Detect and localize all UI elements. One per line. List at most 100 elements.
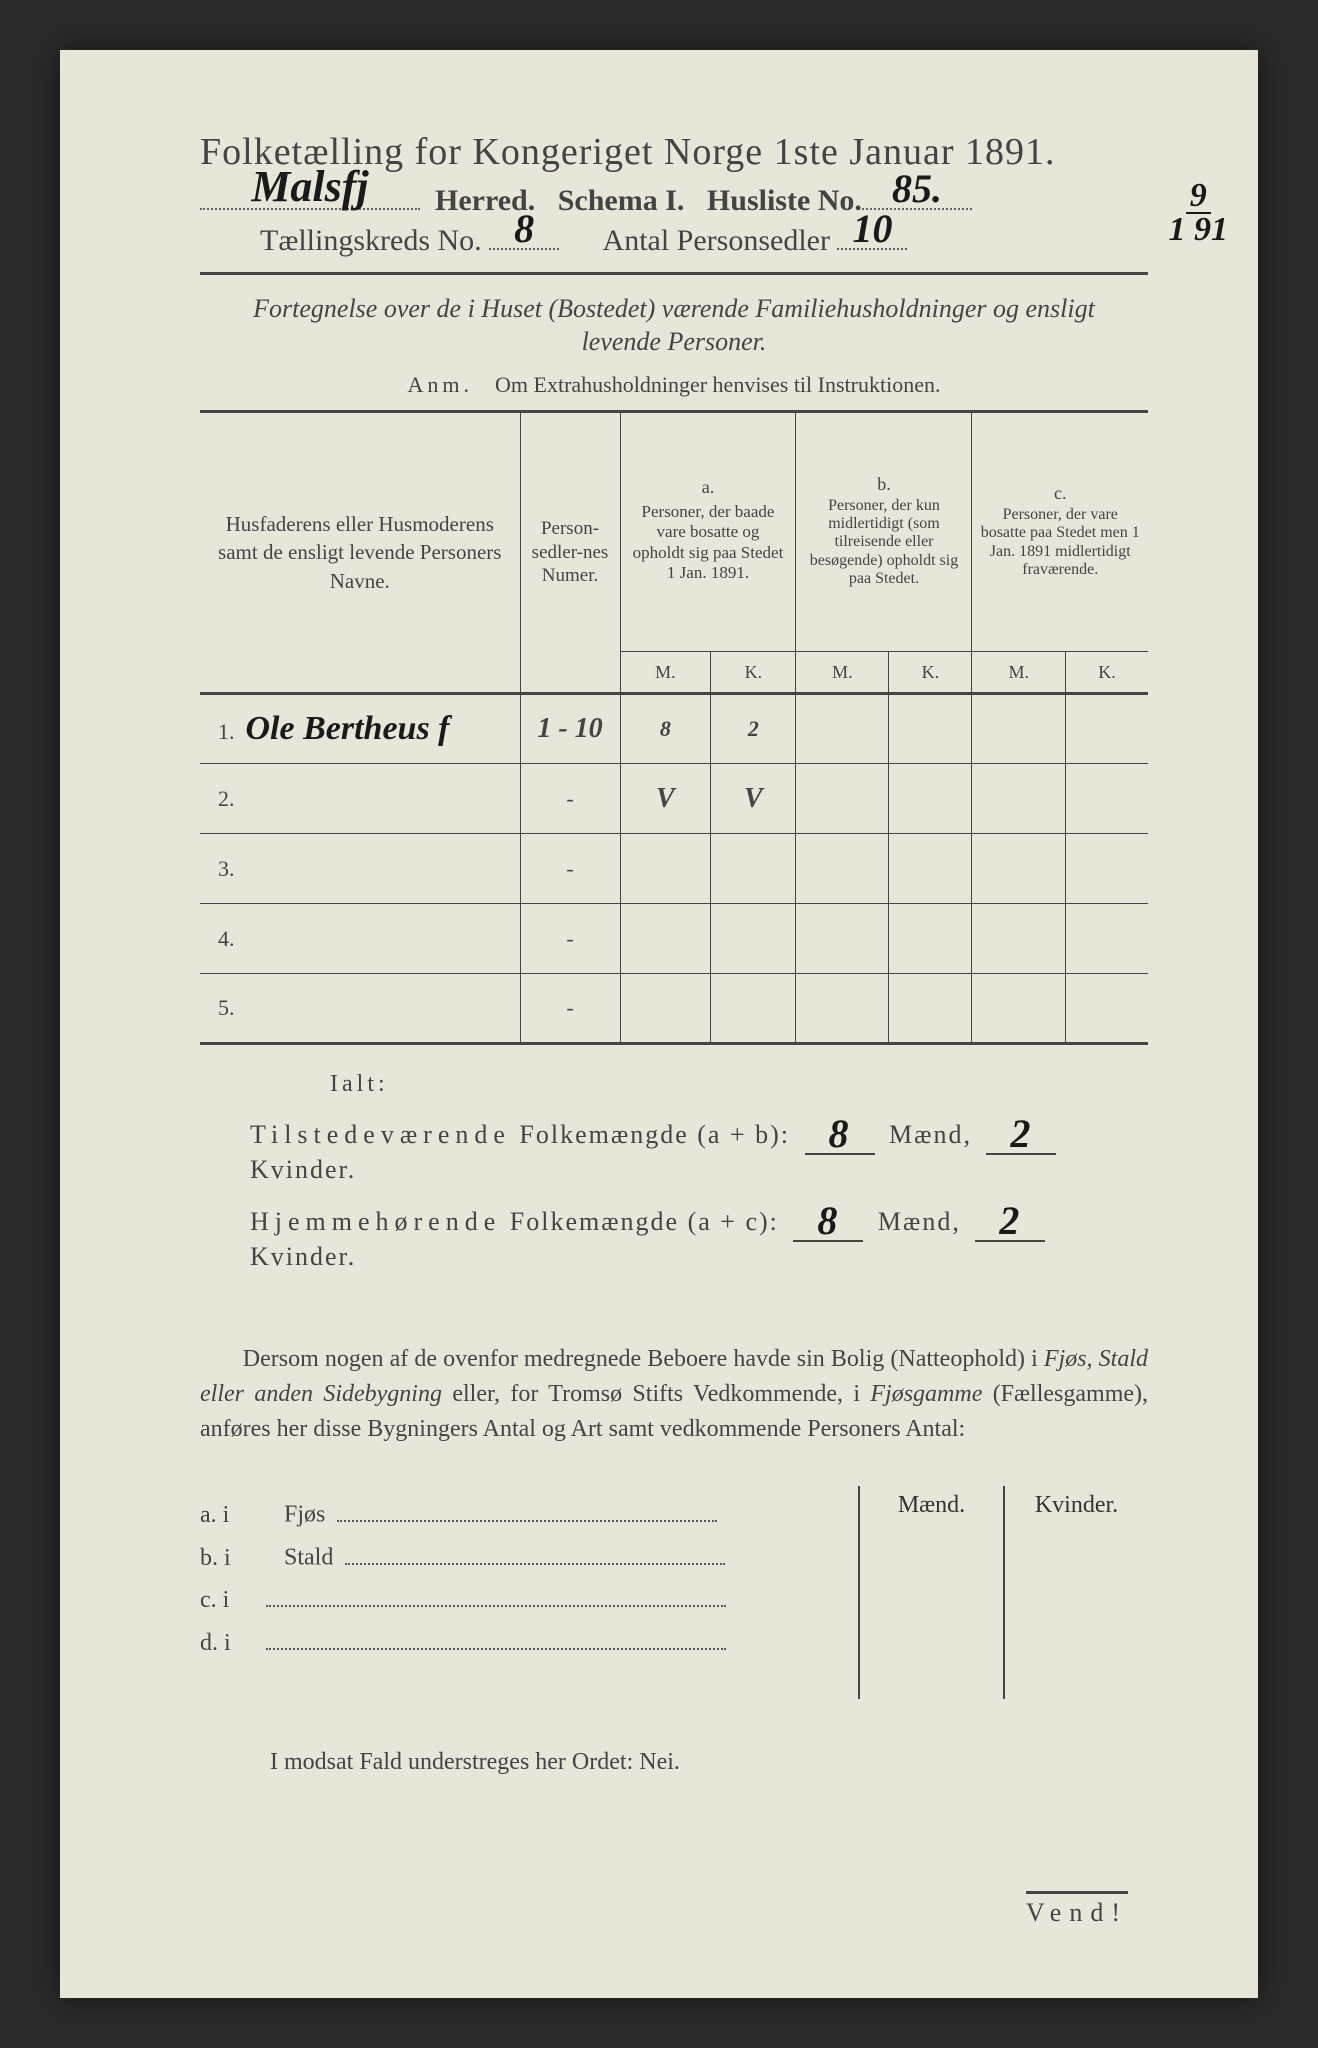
cell-b-m <box>796 694 889 764</box>
census-form-page: Folketælling for Kongeriget Norge 1ste J… <box>60 50 1258 1998</box>
anm-text: Om Extrahusholdninger henvises til Instr… <box>495 372 940 397</box>
cell-c-k <box>1066 694 1148 764</box>
cell-b-k <box>889 904 972 974</box>
census-table: Husfaderens eller Husmoderens samt de en… <box>200 410 1148 1045</box>
row-num: 2. <box>200 764 520 834</box>
th-c-text: Personer, der vare bosatte paa Stedet me… <box>976 504 1144 582</box>
th-b-label: b. <box>800 474 967 495</box>
th-names: Husfaderens eller Husmoderens samt de en… <box>200 412 520 694</box>
sum1-m-slot: 8 <box>805 1106 875 1155</box>
cell-b-k <box>889 834 972 904</box>
dwelling-row-a: a. i Fjøs <box>200 1500 858 1529</box>
table-row: 4. - <box>200 904 1148 974</box>
date-numerator: 9 <box>1186 180 1211 214</box>
row-b-word: Stald <box>284 1545 333 1571</box>
th-col-a: a. Personer, der baade vare bosatte og o… <box>620 412 796 652</box>
th-c-label: c. <box>976 483 1144 504</box>
sum2-k-hand: 2 <box>999 1198 1021 1243</box>
cell-a-k: 2 <box>711 694 796 764</box>
th-b-m: M. <box>796 652 889 694</box>
th-a-label: a. <box>625 477 792 498</box>
th-col-b: b. Personer, der kun midlertidigt (som t… <box>796 412 972 652</box>
row-n-text: 1. <box>218 719 235 744</box>
cell-a-k <box>711 974 796 1044</box>
sum2-maend: Mænd, <box>878 1207 961 1236</box>
sum1-k-slot: 2 <box>986 1106 1056 1155</box>
cell-a-m <box>620 904 711 974</box>
table-row: 3. - <box>200 834 1148 904</box>
cell-c-k <box>1066 974 1148 1044</box>
row-name-hand: Ole Bertheus f <box>246 710 450 747</box>
row-a-label: a. i <box>200 1502 260 1529</box>
dots-icon <box>337 1500 717 1522</box>
table-row: 2. - V V <box>200 764 1148 834</box>
table-row: 5. - <box>200 974 1148 1044</box>
dots-icon <box>266 1628 726 1650</box>
cell-num: 1 - 10 <box>520 694 620 764</box>
cell-b-m <box>796 834 889 904</box>
dwelling-right-cols: Mænd. Kvinder. <box>858 1486 1148 1699</box>
row-num: 1. Ole Bertheus f <box>200 694 520 764</box>
cell-b-k <box>889 694 972 764</box>
col-maend: Mænd. <box>860 1486 1005 1699</box>
cell-a-m <box>620 974 711 1044</box>
dwelling-row-c: c. i <box>200 1586 858 1615</box>
dwelling-row-b: b. i Stald <box>200 1543 858 1572</box>
sum1-kvinder: Kvinder. <box>250 1155 356 1184</box>
cell-a-m: V <box>620 764 711 834</box>
cell-c-m <box>972 834 1066 904</box>
cell-c-m <box>972 974 1066 1044</box>
anm-prefix: Anm. <box>408 372 474 397</box>
dots-icon <box>266 1586 726 1608</box>
row-b-label: b. i <box>200 1545 260 1572</box>
kreds-field: 8 <box>489 248 559 250</box>
cell-c-m <box>972 694 1066 764</box>
vend-label: Vend! <box>1026 1891 1128 1928</box>
cell-a-k: V <box>711 764 796 834</box>
cell-a-m: 8 <box>620 694 711 764</box>
sum2-label-a: Hjemmehørende <box>250 1207 501 1236</box>
dwelling-paragraph: Dersom nogen af de ovenfor medregnede Be… <box>200 1342 1148 1446</box>
th-a-k: K. <box>711 652 796 694</box>
cell-num: - <box>520 834 620 904</box>
th-a-text: Personer, der baade vare bosatte og opho… <box>625 498 792 588</box>
nei-line: I modsat Fald understreges her Ordet: Ne… <box>270 1749 1148 1776</box>
divider <box>200 272 1148 275</box>
th-names-text: Husfaderens eller Husmoderens samt de en… <box>218 512 501 593</box>
cell-num: - <box>520 974 620 1044</box>
row-c-label: c. i <box>200 1587 260 1614</box>
sum2-m-hand: 8 <box>817 1198 839 1243</box>
cell-b-k <box>889 764 972 834</box>
cell-b-k <box>889 974 972 1044</box>
cell-a-k <box>711 904 796 974</box>
row-a-word: Fjøs <box>284 1502 325 1528</box>
header-line-3: Tællingskreds No. 8 Antal Personsedler 1… <box>200 224 1148 258</box>
th-b-text: Personer, der kun midlertidigt (som tilr… <box>800 495 967 591</box>
date-year: 91 <box>1194 211 1228 248</box>
row-num: 3. <box>200 834 520 904</box>
sum2-label-b: Folkemængde (a + c): <box>510 1207 779 1236</box>
sum2-k-slot: 2 <box>975 1193 1045 1242</box>
cell-b-m <box>796 904 889 974</box>
para-t2: eller, for Tromsø Stifts Vedkommende, i <box>442 1381 870 1407</box>
dots-icon <box>345 1543 725 1565</box>
sum2-kvinder: Kvinder. <box>250 1242 356 1271</box>
ialt-label: Ialt: <box>330 1071 1148 1098</box>
sum1-label-b: Folkemængde (a + b): <box>519 1120 790 1149</box>
kreds-label: Tællingskreds No. <box>260 224 482 257</box>
antal-label: Antal Personsedler <box>603 224 830 257</box>
sum2-m-slot: 8 <box>793 1193 863 1242</box>
para-i2: Fjøsgamme <box>870 1381 982 1407</box>
margin-date-annotation: 9 1 91 <box>1169 180 1229 247</box>
cell-a-m <box>620 834 711 904</box>
dwelling-left: a. i Fjøs b. i Stald c. i d. i <box>200 1486 858 1670</box>
date-denominator: 1 <box>1169 211 1186 248</box>
dwelling-table: a. i Fjøs b. i Stald c. i d. i Mænd. Kvi… <box>200 1486 1148 1699</box>
th-c-k: K. <box>1066 652 1148 694</box>
cell-a-k <box>711 834 796 904</box>
cell-c-k <box>1066 764 1148 834</box>
kreds-handwriting: 8 <box>489 205 559 252</box>
cell-b-m <box>796 764 889 834</box>
dwelling-row-d: d. i <box>200 1628 858 1657</box>
table-row: 1. Ole Bertheus f 1 - 10 8 2 <box>200 694 1148 764</box>
